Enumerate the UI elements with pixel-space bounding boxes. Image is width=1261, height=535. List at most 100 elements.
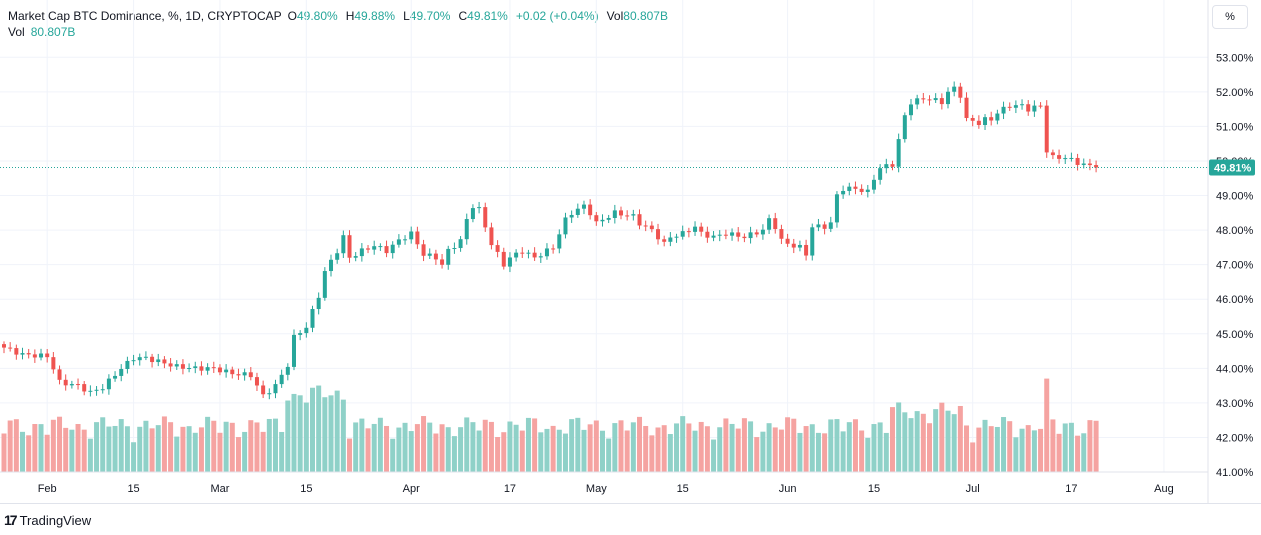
volume-bar bbox=[254, 422, 260, 472]
volume-bar bbox=[951, 414, 957, 472]
time-tick-label: 15 bbox=[868, 483, 880, 495]
price-tick-label: 52.00% bbox=[1216, 87, 1254, 99]
candle-body bbox=[859, 188, 864, 192]
volume-bar bbox=[766, 423, 772, 472]
volume-bar bbox=[741, 418, 747, 472]
volume-bar bbox=[803, 426, 809, 472]
candle-body bbox=[489, 227, 494, 246]
legend-change: +0.02 (+0.04%) bbox=[515, 9, 599, 23]
time-tick-label: May bbox=[586, 483, 607, 495]
volume-bar bbox=[649, 435, 655, 472]
candle-body bbox=[322, 271, 327, 298]
candle-body bbox=[717, 234, 722, 236]
volume-bar bbox=[402, 422, 408, 472]
candle-body bbox=[730, 232, 735, 236]
candle-body bbox=[76, 384, 81, 386]
candle-body bbox=[261, 385, 266, 395]
volume-bar bbox=[1, 433, 7, 472]
candle-body bbox=[137, 357, 142, 361]
volume-bar bbox=[593, 420, 599, 472]
price-tick-label: 51.00% bbox=[1216, 121, 1254, 133]
candle-body bbox=[643, 225, 648, 227]
legend-high-value: 49.88% bbox=[354, 9, 396, 23]
legend-high-label: H bbox=[345, 9, 355, 23]
volume-bar bbox=[513, 424, 519, 472]
time-axis[interactable]: Feb 15 Mar 15 Apr 17 May 15 Jun 15 Jul 17 Aug bbox=[0, 471, 1208, 495]
candle-body bbox=[1063, 158, 1068, 160]
volume-bar bbox=[680, 416, 686, 472]
volume-indicator-value: 80.807B bbox=[30, 25, 76, 39]
candle-body bbox=[674, 236, 679, 238]
volume-bar bbox=[711, 439, 717, 472]
volume-bar bbox=[81, 429, 87, 472]
candle-body bbox=[514, 252, 519, 258]
legend-low-value: 49.70% bbox=[409, 9, 451, 23]
percent-scale-button[interactable]: % bbox=[1212, 5, 1248, 29]
volume-bar bbox=[661, 425, 667, 472]
candle-body bbox=[1038, 105, 1043, 107]
candle-body bbox=[470, 208, 475, 220]
candle-body bbox=[316, 297, 321, 310]
candle-body bbox=[156, 359, 161, 363]
volume-bar bbox=[538, 432, 544, 472]
price-axis[interactable]: 53.00%52.00%51.00%50.00%49.00%48.00%47.0… bbox=[1207, 0, 1254, 503]
candle-body bbox=[656, 229, 661, 240]
volume-bar bbox=[883, 432, 889, 472]
volume-bar bbox=[982, 419, 988, 472]
candle-body bbox=[69, 384, 74, 386]
candle-body bbox=[440, 259, 445, 265]
volume-bar bbox=[1087, 420, 1093, 472]
volume-bar bbox=[149, 428, 155, 472]
candle-body bbox=[409, 231, 414, 240]
candle-body bbox=[871, 179, 876, 190]
volume-bar bbox=[322, 397, 328, 472]
legend-symbol[interactable]: Market Cap BTC Dominance, %, 1D, CRYPTOC… bbox=[8, 9, 282, 23]
volume-bar bbox=[50, 419, 56, 472]
legend-open-value: 49.80% bbox=[297, 9, 338, 23]
volume-bar bbox=[1038, 428, 1044, 472]
volume-bar bbox=[266, 418, 272, 472]
candle-body bbox=[495, 245, 500, 252]
time-tick-label: Jun bbox=[779, 483, 797, 495]
candle-body bbox=[779, 229, 784, 239]
volume-bar bbox=[828, 419, 834, 472]
candle-body bbox=[606, 217, 611, 220]
volume-bar bbox=[643, 425, 649, 472]
candle-body bbox=[193, 366, 198, 369]
volume-bar bbox=[414, 424, 420, 472]
volume-bar bbox=[229, 422, 235, 472]
volume-bar bbox=[488, 421, 494, 472]
volume-bar bbox=[748, 421, 754, 472]
price-tick-label: 53.00% bbox=[1216, 52, 1254, 64]
volume-bar bbox=[550, 425, 556, 472]
candle-body bbox=[82, 384, 87, 392]
candle-body bbox=[600, 219, 605, 222]
volume-bar bbox=[544, 428, 550, 472]
volume-bar bbox=[970, 442, 976, 472]
volume-indicator-label[interactable]: Vol bbox=[8, 25, 25, 39]
candle-body bbox=[526, 252, 531, 254]
candle-body bbox=[217, 367, 222, 373]
legend-close-label: C bbox=[458, 9, 468, 23]
candle-body bbox=[477, 207, 482, 209]
candle-body bbox=[242, 372, 247, 376]
volume-bar bbox=[785, 417, 791, 472]
volume-bar bbox=[408, 431, 414, 472]
volume-bar bbox=[939, 402, 945, 472]
candle-body bbox=[298, 333, 303, 335]
candle-body bbox=[433, 253, 438, 260]
volume-bar bbox=[75, 424, 81, 472]
candle-body bbox=[507, 257, 512, 267]
volume-bar bbox=[7, 420, 13, 472]
price-chart[interactable]: 53.00%52.00%51.00%50.00%49.00%48.00%47.0… bbox=[0, 0, 1261, 503]
candle-body bbox=[878, 168, 883, 180]
volume-bar bbox=[1025, 425, 1031, 472]
candle-body bbox=[760, 229, 765, 235]
time-tick-label: 17 bbox=[1065, 483, 1077, 495]
volume-bar bbox=[994, 426, 1000, 472]
candle-body bbox=[680, 231, 685, 237]
tradingview-logo[interactable]: 17 TradingView bbox=[4, 512, 91, 528]
candle-body bbox=[958, 86, 963, 98]
volume-bar bbox=[902, 412, 908, 472]
volume-bar bbox=[624, 430, 630, 472]
